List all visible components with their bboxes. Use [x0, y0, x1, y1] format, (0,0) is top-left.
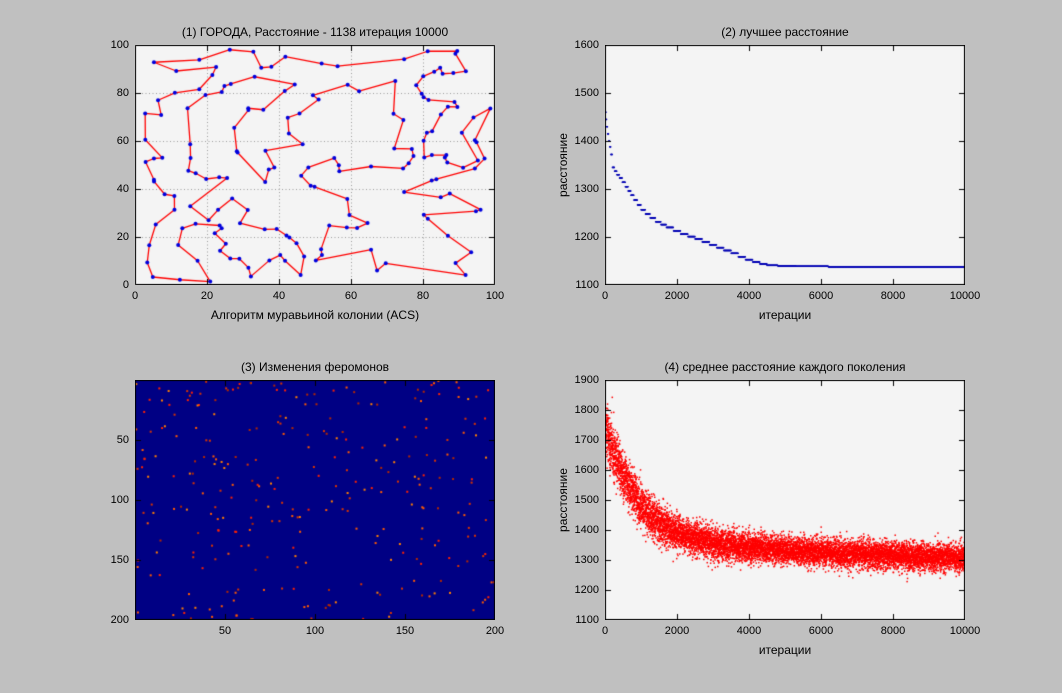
plot4-xlabel: итерации [758, 643, 812, 657]
x-tick-label: 0 [131, 290, 139, 302]
x-tick-label: 50 [218, 625, 232, 637]
plot3-title: (3) Изменения феромонов [240, 360, 389, 374]
y-tick-label: 1900 [574, 374, 599, 386]
y-tick-label: 100 [110, 494, 129, 506]
y-tick-label: 1100 [575, 614, 599, 626]
y-tick-label: 1600 [574, 464, 599, 476]
plot2-title: (2) лучшее расстояние [721, 25, 849, 39]
x-tick-label: 0 [601, 290, 609, 302]
x-tick-label: 4000 [736, 625, 762, 637]
x-tick-label: 4000 [736, 290, 762, 302]
y-tick-label: 1600 [574, 39, 599, 51]
y-tick-label: 60 [116, 135, 129, 147]
y-tick-label: 1400 [574, 524, 599, 536]
x-tick-label: 10000 [949, 290, 981, 302]
x-tick-label: 2000 [664, 625, 690, 637]
x-tick-label: 6000 [808, 290, 834, 302]
y-tick-label: 50 [116, 434, 129, 446]
plot4-mean-distance-canvas [605, 380, 965, 620]
y-tick-label: 0 [122, 279, 129, 291]
x-tick-label: 20 [200, 290, 214, 302]
x-tick-label: 0 [601, 625, 609, 637]
y-tick-label: 1500 [574, 87, 599, 99]
y-tick-label: 100 [110, 39, 129, 51]
y-tick-label: 1200 [574, 231, 599, 243]
y-tick-label: 1100 [575, 279, 599, 291]
y-tick-label: 1800 [574, 404, 599, 416]
y-tick-label: 20 [116, 231, 129, 243]
plot1-cities-tour-canvas [135, 45, 495, 285]
y-tick-label: 80 [116, 87, 129, 99]
x-tick-label: 10000 [949, 625, 981, 637]
y-tick-label: 200 [110, 614, 129, 626]
x-tick-label: 100 [485, 290, 505, 302]
plot1-title: (1) ГОРОДА, Расстояние - 1138 итерация 1… [181, 25, 449, 39]
plot2-ylabel: расстояние [556, 133, 570, 197]
x-tick-label: 100 [305, 625, 325, 637]
x-tick-label: 200 [485, 625, 505, 637]
y-tick-label: 150 [110, 554, 129, 566]
x-tick-label: 8000 [880, 625, 906, 637]
y-tick-label: 1700 [574, 434, 599, 446]
x-tick-label: 6000 [808, 625, 834, 637]
plot4-title: (4) среднее расстояние каждого поколения [664, 360, 906, 374]
plot1-xlabel: Алгоритм муравьиной колонии (ACS) [210, 308, 420, 322]
y-tick-label: 1400 [574, 135, 599, 147]
y-tick-label: 1500 [574, 494, 599, 506]
y-tick-label: 1200 [574, 584, 599, 596]
x-tick-label: 8000 [880, 290, 906, 302]
x-tick-label: 40 [272, 290, 286, 302]
plot2-best-distance-canvas [605, 45, 965, 285]
x-tick-label: 150 [395, 625, 415, 637]
plot2-xlabel: итерации [758, 308, 812, 322]
y-tick-label: 40 [116, 183, 129, 195]
y-tick-label: 1300 [574, 183, 599, 195]
plot3-pheromone-matrix-canvas [135, 380, 495, 620]
x-tick-label: 80 [416, 290, 430, 302]
y-tick-label: 1300 [574, 554, 599, 566]
x-tick-label: 60 [344, 290, 358, 302]
x-tick-label: 2000 [664, 290, 690, 302]
